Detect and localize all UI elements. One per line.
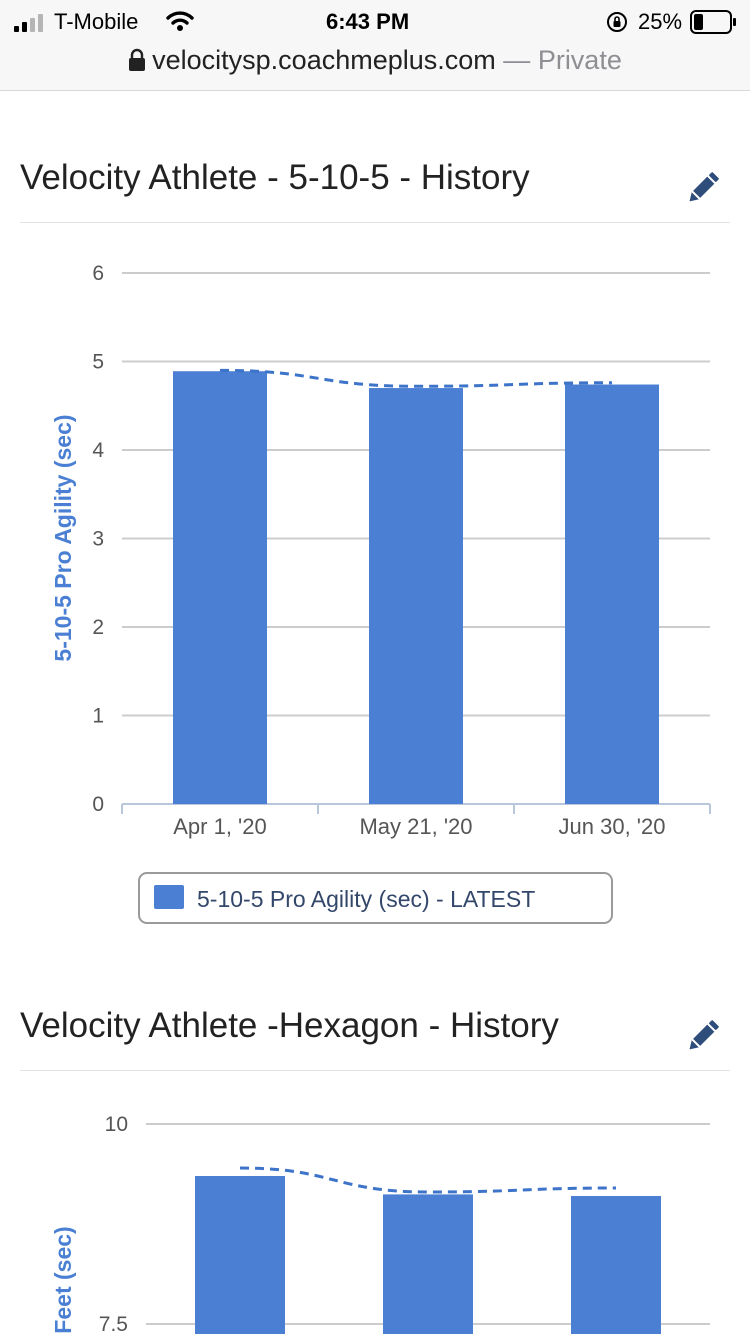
private-mode-label: Private: [537, 45, 622, 75]
carrier-label: T-Mobile: [54, 9, 139, 34]
bar: [173, 371, 267, 804]
section-divider: [20, 1070, 730, 1071]
y-axis-title: Feet (sec): [50, 1226, 76, 1333]
y-tick-label: 0: [92, 793, 104, 816]
wifi-icon: [166, 11, 194, 31]
y-tick-label: 5: [92, 351, 104, 374]
trend-line: [239, 1166, 617, 1194]
x-tick-label: Apr 1, '20: [173, 814, 266, 839]
section-title-hexagon: Velocity Athlete -Hexagon - History: [20, 1006, 559, 1045]
pencil-icon[interactable]: [683, 168, 723, 208]
address-bar[interactable]: velocitysp.coachmeplus.com — Private: [0, 44, 750, 91]
y-tick-label: 7.5: [99, 1313, 128, 1334]
orientation-lock-icon: [607, 12, 627, 32]
legend-label: 5-10-5 Pro Agility (sec) - LATEST: [197, 886, 535, 912]
section-divider: [20, 222, 730, 223]
battery-percent: 25%: [638, 9, 683, 34]
url-separator: —: [503, 45, 531, 75]
y-tick-label: 6: [92, 262, 104, 285]
bar: [369, 388, 463, 804]
bar: [195, 1176, 285, 1334]
url-display[interactable]: velocitysp.coachmeplus.com — Private: [0, 44, 750, 76]
signal-icon: [14, 14, 43, 32]
lock-icon: [129, 48, 146, 71]
y-tick-label: 1: [92, 705, 104, 728]
x-tick-label: May 21, '20: [359, 814, 472, 839]
legend-box: [138, 872, 613, 924]
y-tick-label: 4: [92, 439, 104, 462]
bar: [565, 384, 659, 804]
y-tick-label: 3: [92, 528, 104, 551]
battery-icon: [690, 10, 736, 34]
bar: [383, 1194, 473, 1334]
bar: [571, 1196, 661, 1334]
chart-hexagon-history: 7.5 10 Feet (sec): [50, 1113, 710, 1334]
trend-line: [219, 368, 613, 388]
legend-swatch: [154, 885, 184, 909]
pencil-icon[interactable]: [683, 1016, 723, 1056]
y-tick-label: 2: [92, 616, 104, 639]
chart-5-10-5-history: 0 1 2 3 4 5 6 Apr 1, '20 May 21, '20 Jun 30, '20 5…: [50, 262, 711, 924]
status-bar: T-Mobile 6:43 PM 25%: [0, 0, 750, 44]
x-tick-label: Jun 30, '20: [559, 814, 666, 839]
y-axis-title: 5-10-5 Pro Agility (sec): [50, 414, 76, 661]
y-tick-label: 10: [105, 1113, 128, 1136]
clock: 6:43 PM: [326, 9, 410, 34]
url-text: velocitysp.coachmeplus.com: [152, 45, 496, 75]
section-title-5-10-5: Velocity Athlete - 5-10-5 - History: [20, 158, 530, 197]
